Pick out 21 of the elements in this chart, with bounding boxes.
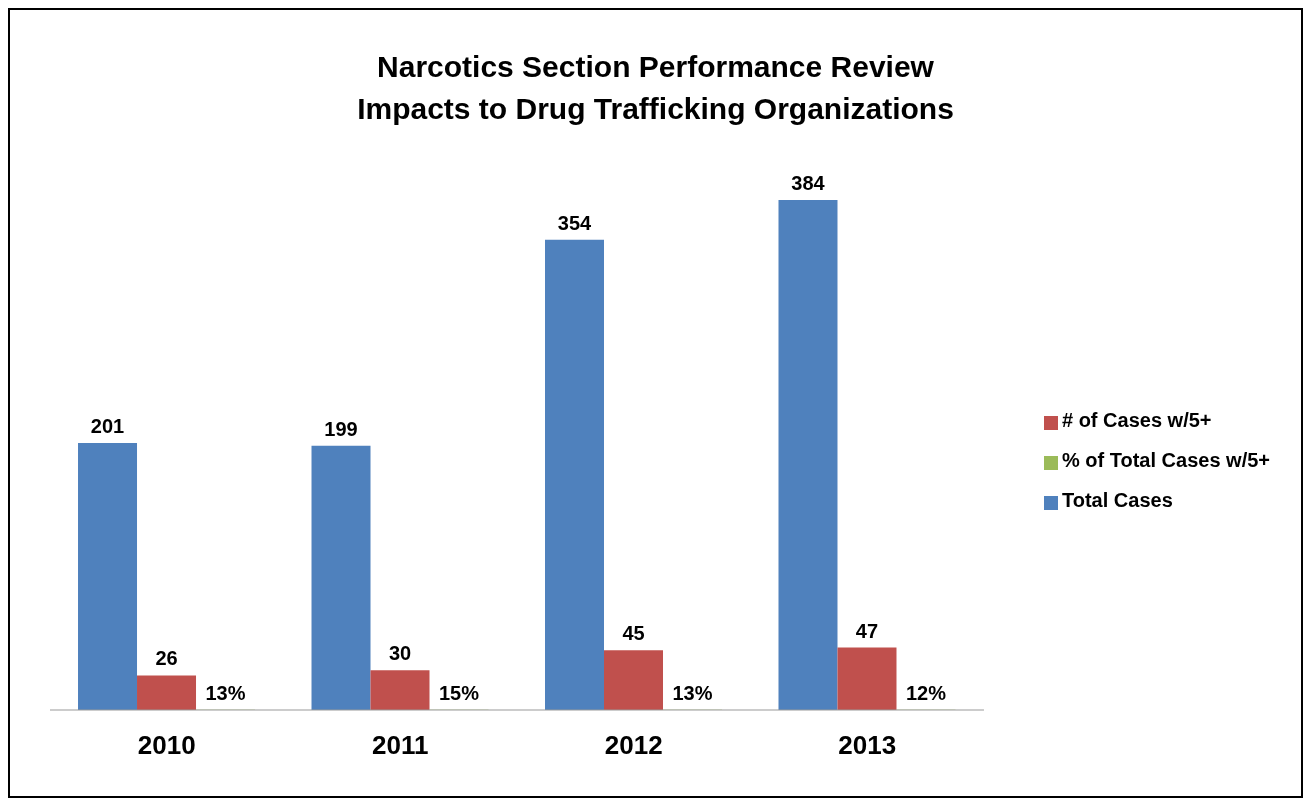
data-label: 201 — [90, 415, 125, 438]
data-label: 47 — [855, 619, 879, 642]
data-label: 12% — [905, 681, 947, 704]
data-label: 30 — [388, 642, 412, 665]
data-label: 13% — [205, 681, 246, 704]
data-label: 384 — [791, 172, 826, 194]
chart-subtitle: Impacts to Drug Trafficking Organizations — [356, 91, 955, 127]
x-tick-label: 2010 — [137, 730, 196, 761]
data-label: 13% — [672, 681, 713, 704]
legend-label: # of Cases w/5+ — [1061, 409, 1212, 431]
data-label: 26 — [155, 647, 178, 670]
data-label: 45 — [622, 622, 645, 645]
data-label: 354 — [557, 211, 593, 234]
data-label: 15% — [439, 681, 480, 704]
data-label: 199 — [324, 417, 358, 440]
x-tick-label: 2013 — [838, 730, 897, 761]
chart-title: Narcotics Section Performance Review — [376, 49, 935, 85]
legend-label: % of Total Cases w/5+ — [1061, 449, 1270, 471]
legend-label: Total Cases — [1061, 489, 1173, 511]
x-tick-label: 2011 — [372, 730, 429, 761]
x-tick-label: 2012 — [604, 730, 663, 761]
